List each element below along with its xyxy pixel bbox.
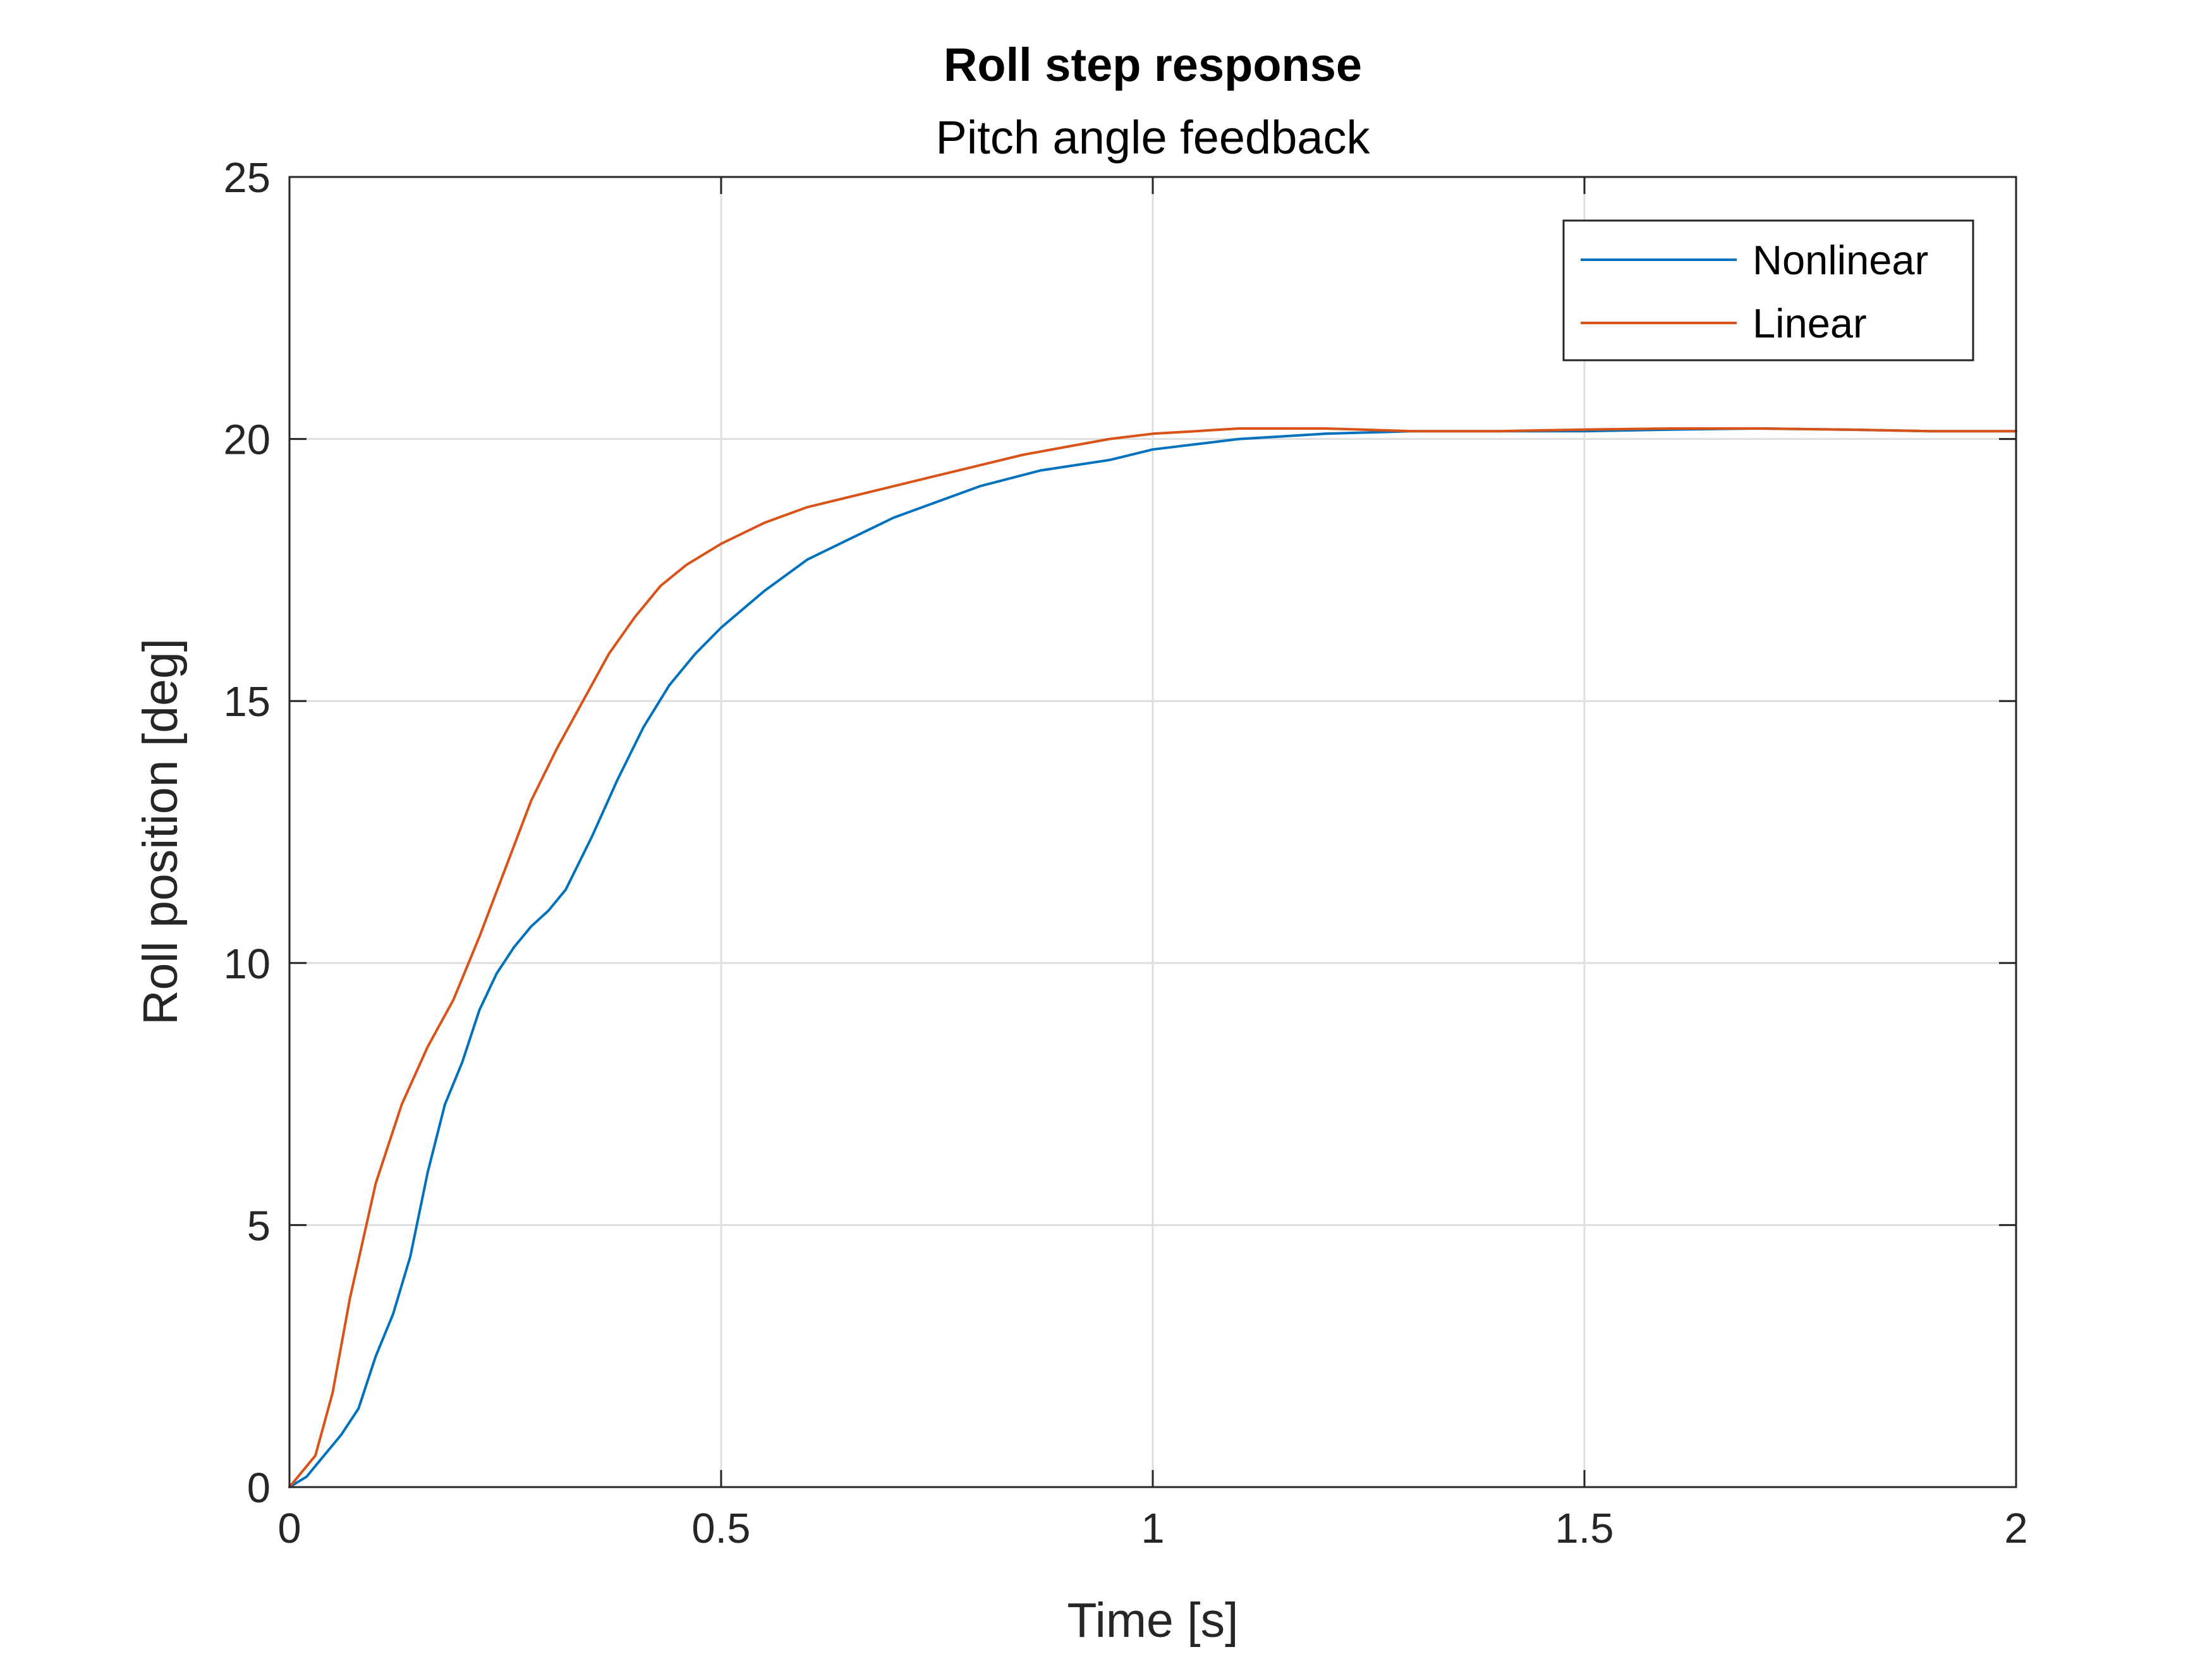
x-axis-label: Time [s] [1067, 1593, 1239, 1648]
y-tick-label: 10 [223, 940, 270, 988]
grid-lines [289, 177, 2016, 1487]
x-tick-label: 2 [2004, 1505, 2027, 1552]
y-tick-label: 20 [223, 416, 270, 464]
y-tick-label: 5 [247, 1202, 270, 1249]
legend: Nonlinear Linear [1562, 219, 1974, 362]
series-lines [288, 427, 2017, 1488]
y-tick-label: 0 [247, 1464, 270, 1512]
series-line-linear [288, 427, 2017, 1488]
y-tick-label: 15 [223, 678, 270, 726]
x-tick-label: 0.5 [691, 1505, 750, 1552]
y-tick-label: 25 [223, 154, 270, 202]
x-tick-label: 0 [277, 1505, 301, 1552]
x-tick-label: 1 [1141, 1505, 1164, 1552]
legend-label-nonlinear: Nonlinear [1753, 237, 1928, 283]
x-tick-label: 1.5 [1555, 1505, 1613, 1552]
legend-box [1562, 219, 1974, 362]
chart-title: Roll step response [944, 39, 1362, 91]
y-axis-label: Roll position [deg] [133, 638, 188, 1025]
legend-label-linear: Linear [1753, 300, 1867, 346]
chart-subtitle: Pitch angle feedback [935, 111, 1370, 164]
